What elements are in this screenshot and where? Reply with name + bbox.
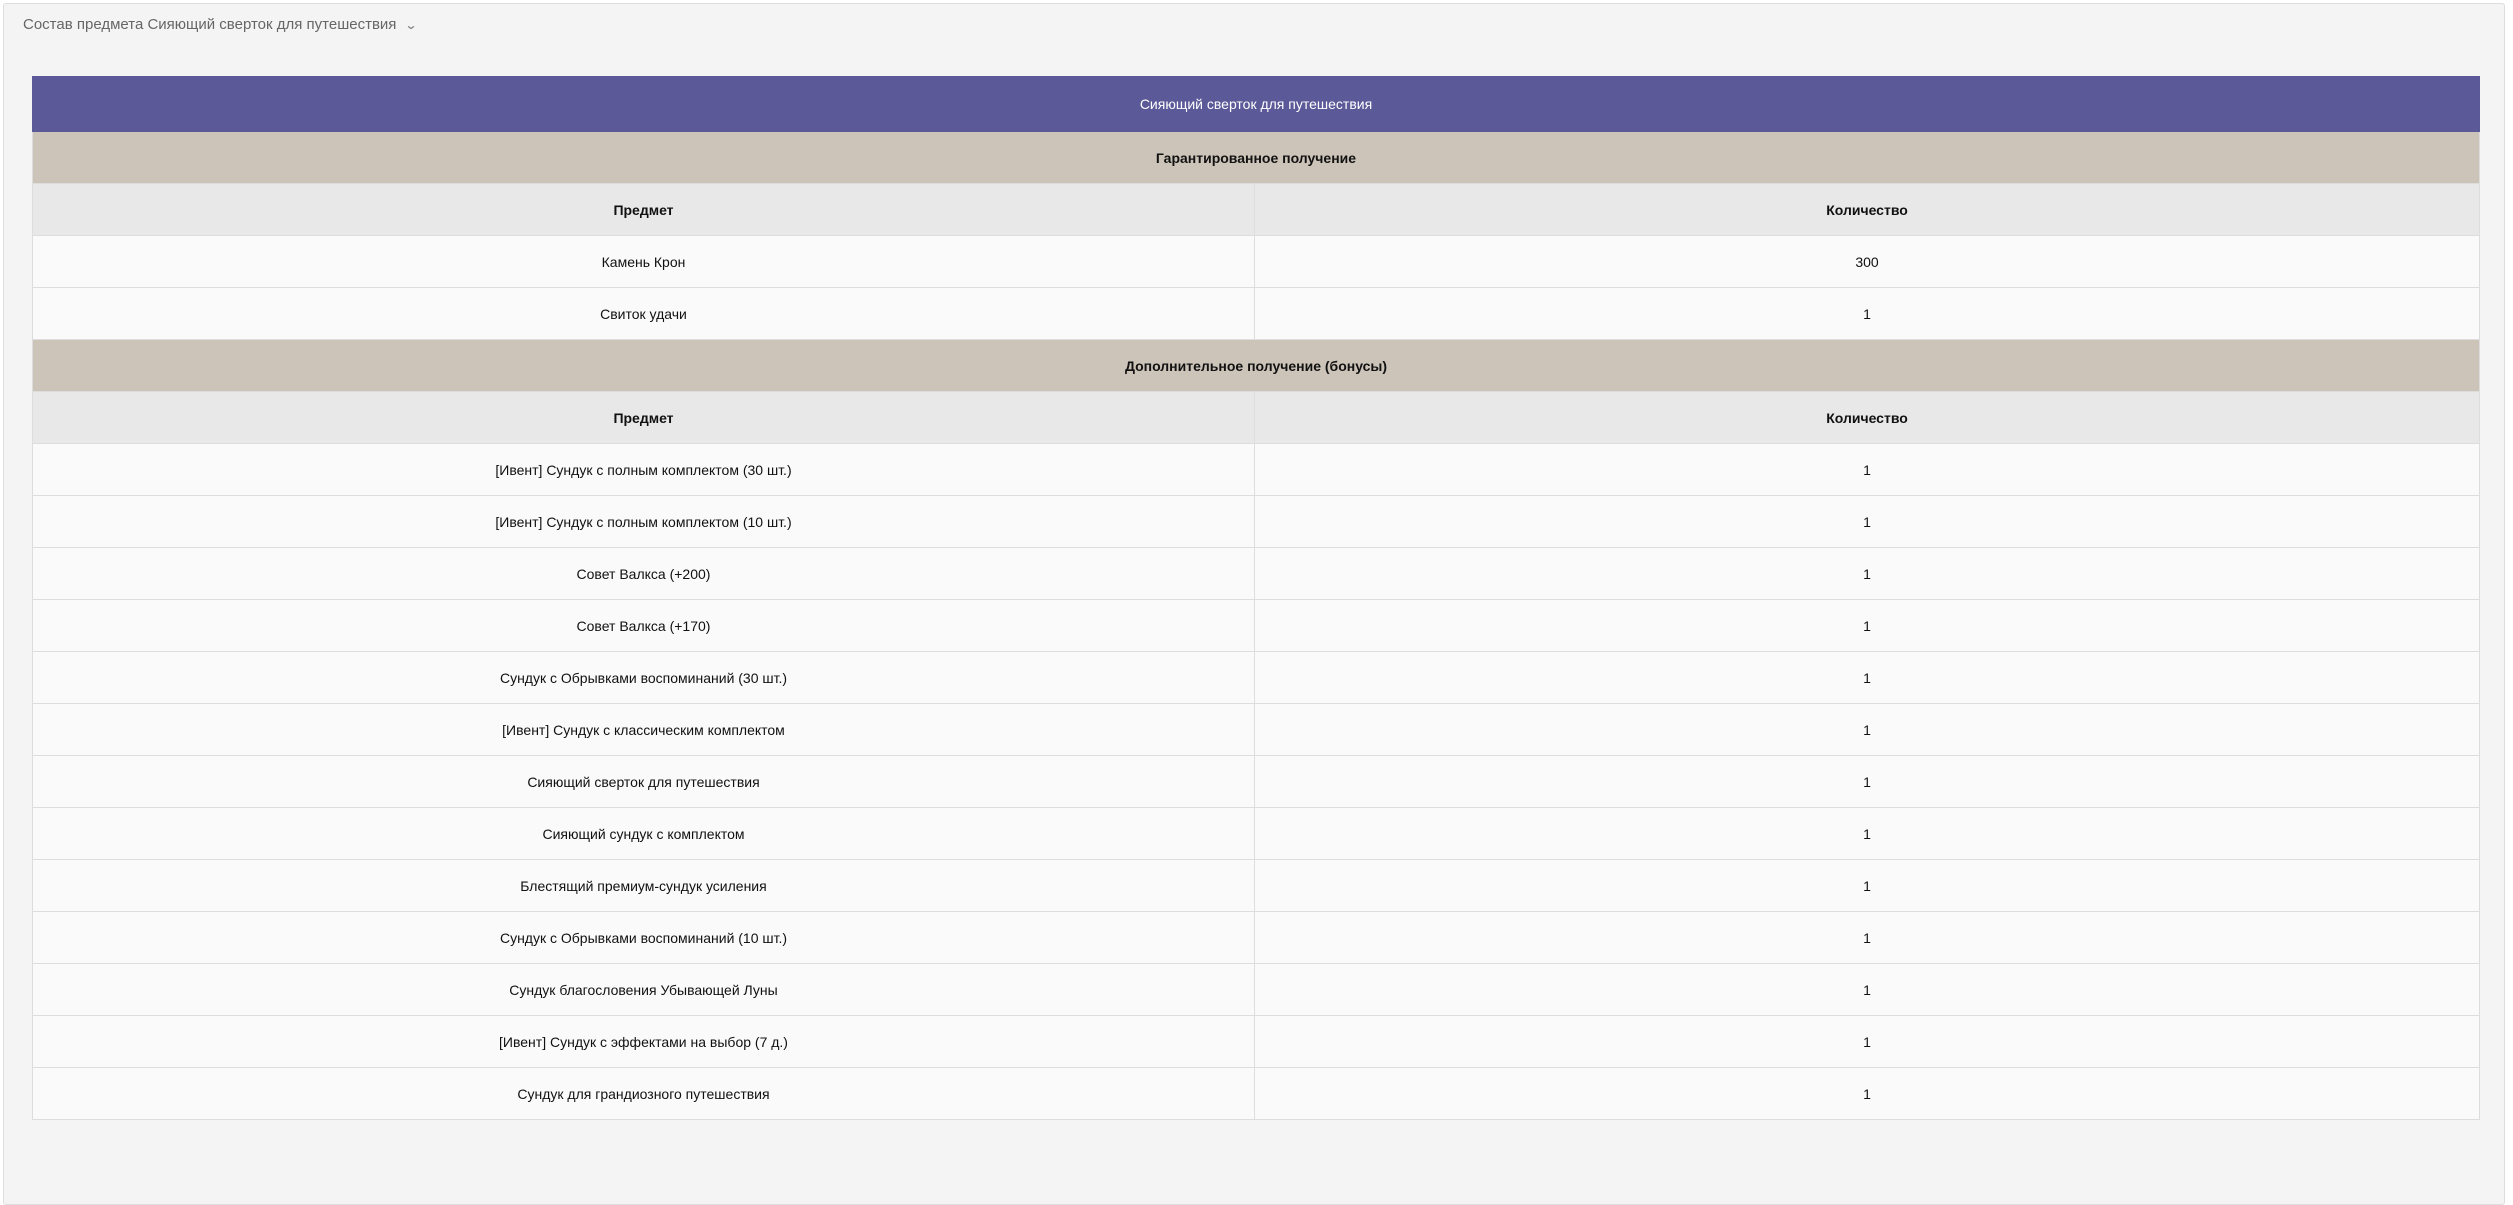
item-quantity: 1 [1254, 495, 2480, 548]
table-row: Сундук благословения Убывающей Луны 1 [32, 963, 2480, 1016]
item-quantity: 1 [1254, 599, 2480, 652]
item-name: [Ивент] Сундук с эффектами на выбор (7 д… [32, 1015, 1255, 1068]
panel-title: Состав предмета Сияющий сверток для путе… [23, 16, 397, 33]
item-quantity: 1 [1254, 443, 2480, 496]
item-name: Совет Валкса (+170) [32, 599, 1255, 652]
item-quantity: 1 [1254, 651, 2480, 704]
table-row: Сундук для грандиозного путешествия 1 [32, 1067, 2480, 1120]
table-row: Камень Крон 300 [32, 235, 2480, 288]
item-quantity: 1 [1254, 755, 2480, 808]
item-quantity: 1 [1254, 287, 2480, 340]
table-row: Сундук с Обрывками воспоминаний (10 шт.)… [32, 911, 2480, 964]
table-row: Сияющий сверток для путешествия 1 [32, 755, 2480, 808]
column-header-row: Предмет Количество [32, 391, 2480, 444]
table-row: Сундук с Обрывками воспоминаний (30 шт.)… [32, 651, 2480, 704]
table-row: Совет Валкса (+200) 1 [32, 547, 2480, 600]
table-row: [Ивент] Сундук с классическим комплектом… [32, 703, 2480, 756]
panel-header-toggle[interactable]: Состав предмета Сияющий сверток для путе… [23, 16, 418, 33]
table-row: Свиток удачи 1 [32, 287, 2480, 340]
section-header: Гарантированное получение [32, 131, 2480, 184]
item-quantity: 300 [1254, 235, 2480, 288]
section-header: Дополнительное получение (бонусы) [32, 339, 2480, 392]
item-name: Сундук для грандиозного путешествия [32, 1067, 1255, 1120]
item-quantity: 1 [1254, 911, 2480, 964]
item-quantity: 1 [1254, 963, 2480, 1016]
item-quantity: 1 [1254, 859, 2480, 912]
table-title: Сияющий сверток для путешествия [32, 76, 2480, 132]
column-header-row: Предмет Количество [32, 183, 2480, 236]
column-header-quantity: Количество [1254, 391, 2480, 444]
table-row: [Ивент] Сундук с полным комплектом (30 ш… [32, 443, 2480, 496]
item-name: Сундук с Обрывками воспоминаний (10 шт.) [32, 911, 1255, 964]
item-name: Сундук с Обрывками воспоминаний (30 шт.) [32, 651, 1255, 704]
chevron-down-icon[interactable]: ⌄ [404, 17, 418, 32]
item-name: Сияющий сундук с комплектом [32, 807, 1255, 860]
item-quantity: 1 [1254, 547, 2480, 600]
composition-table: Сияющий сверток для путешествия Гарантир… [32, 76, 2480, 1120]
table-row: [Ивент] Сундук с полным комплектом (10 ш… [32, 495, 2480, 548]
item-name: Свиток удачи [32, 287, 1255, 340]
item-name: [Ивент] Сундук с полным комплектом (10 ш… [32, 495, 1255, 548]
item-composition-panel: Состав предмета Сияющий сверток для путе… [3, 3, 2505, 1205]
table-row: Блестящий премиум-сундук усиления 1 [32, 859, 2480, 912]
column-header-quantity: Количество [1254, 183, 2480, 236]
item-name: [Ивент] Сундук с полным комплектом (30 ш… [32, 443, 1255, 496]
column-header-item: Предмет [32, 391, 1255, 444]
item-quantity: 1 [1254, 807, 2480, 860]
table-row: Сияющий сундук с комплектом 1 [32, 807, 2480, 860]
item-name: [Ивент] Сундук с классическим комплектом [32, 703, 1255, 756]
item-name: Блестящий премиум-сундук усиления [32, 859, 1255, 912]
column-header-item: Предмет [32, 183, 1255, 236]
table-row: [Ивент] Сундук с эффектами на выбор (7 д… [32, 1015, 2480, 1068]
item-name: Сундук благословения Убывающей Луны [32, 963, 1255, 1016]
table-row: Совет Валкса (+170) 1 [32, 599, 2480, 652]
item-quantity: 1 [1254, 1067, 2480, 1120]
item-quantity: 1 [1254, 703, 2480, 756]
item-name: Совет Валкса (+200) [32, 547, 1255, 600]
item-quantity: 1 [1254, 1015, 2480, 1068]
item-name: Сияющий сверток для путешествия [32, 755, 1255, 808]
item-name: Камень Крон [32, 235, 1255, 288]
